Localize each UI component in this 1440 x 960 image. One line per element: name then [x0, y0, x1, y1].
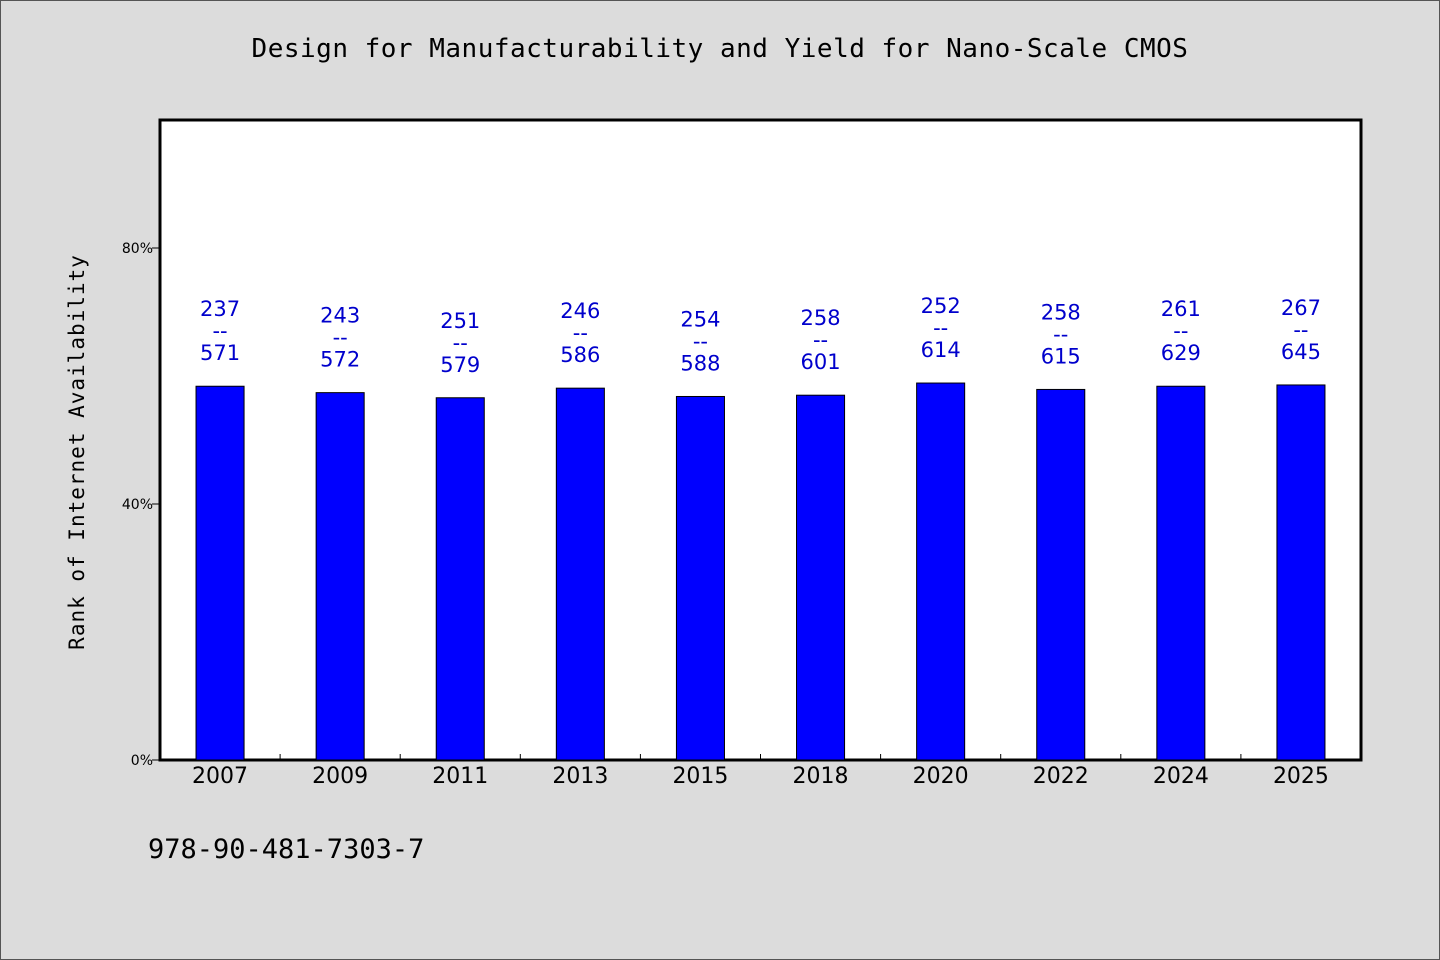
data-label: 588: [680, 351, 720, 375]
y-axis: 0% 40% 80%: [122, 241, 160, 769]
isbn-footnote: 978-90-481-7303-7: [148, 834, 425, 865]
bar: [796, 394, 846, 761]
data-label: 258: [801, 306, 841, 330]
data-label: 267: [1281, 296, 1321, 320]
x-tick-label: 2025: [1273, 764, 1329, 789]
bar: [675, 395, 725, 761]
data-label: 258: [1041, 300, 1081, 324]
data-label: --: [573, 321, 588, 345]
data-label: --: [212, 319, 227, 343]
data-label: 586: [560, 343, 600, 367]
data-label: 629: [1161, 341, 1201, 365]
bar: [195, 385, 245, 761]
x-tick-label: 2011: [432, 764, 488, 789]
x-tick-label: 2020: [913, 764, 969, 789]
x-tick-label: 2009: [312, 764, 368, 789]
y-tick-label: 0%: [131, 753, 153, 769]
x-tick-label: 2018: [793, 764, 849, 789]
x-tick-label: 2013: [552, 764, 608, 789]
bar: [1276, 384, 1326, 761]
bar: [315, 392, 365, 761]
data-label: --: [453, 331, 468, 355]
data-label: 615: [1041, 344, 1081, 368]
bar: [916, 382, 966, 761]
y-tick-label: 40%: [122, 497, 153, 513]
y-tick-label: 80%: [122, 241, 153, 257]
bars: [195, 382, 1326, 761]
x-axis: 2007 2009 2011 2013 2015 2018 2020 2022 2024 2025: [192, 754, 1329, 789]
chart-title: Design for Manufacturability and Yield f…: [251, 34, 1189, 64]
data-label: 601: [801, 350, 841, 374]
data-label: --: [1173, 319, 1188, 343]
data-label: 252: [921, 294, 961, 318]
x-tick-label: 2007: [192, 764, 248, 789]
data-label: 254: [680, 307, 720, 331]
data-label: 243: [320, 304, 360, 328]
data-label: 251: [440, 309, 480, 333]
bar: [555, 387, 605, 761]
bar: [1156, 385, 1206, 761]
data-label: --: [813, 328, 828, 352]
data-label: 579: [440, 353, 480, 377]
data-label: --: [933, 316, 948, 340]
data-labels: 237--571243--572251--579246--586254--588…: [200, 294, 1321, 377]
data-label: 246: [560, 299, 600, 323]
bar: [1036, 388, 1086, 761]
x-tick-label: 2015: [672, 764, 728, 789]
bar: [435, 397, 485, 761]
data-label: 237: [200, 297, 240, 321]
data-label: 614: [921, 338, 961, 362]
data-label: 572: [320, 348, 360, 372]
data-label: --: [333, 326, 348, 350]
data-label: 261: [1161, 297, 1201, 321]
data-label: 571: [200, 341, 240, 365]
data-label: --: [693, 329, 708, 353]
data-label: --: [1293, 318, 1308, 342]
data-label: --: [1053, 322, 1068, 346]
x-tick-label: 2022: [1033, 764, 1089, 789]
data-label: 645: [1281, 340, 1321, 364]
x-tick-label: 2024: [1153, 764, 1209, 789]
